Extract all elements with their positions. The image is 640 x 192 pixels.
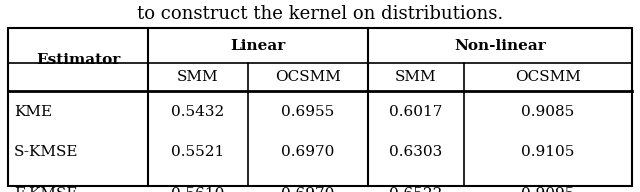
Text: 0.6955: 0.6955 xyxy=(282,104,335,118)
Text: 0.6970: 0.6970 xyxy=(282,146,335,160)
Text: 0.5521: 0.5521 xyxy=(172,146,225,160)
Text: 0.6303: 0.6303 xyxy=(389,146,443,160)
Text: Linear: Linear xyxy=(230,39,285,52)
Text: 0.5432: 0.5432 xyxy=(172,104,225,118)
Text: OCSMM: OCSMM xyxy=(515,70,581,84)
Text: KME: KME xyxy=(14,104,52,118)
Text: 0.6970: 0.6970 xyxy=(282,186,335,192)
Text: 0.6017: 0.6017 xyxy=(389,104,443,118)
Text: 0.9105: 0.9105 xyxy=(522,146,575,160)
Text: S-KMSE: S-KMSE xyxy=(14,146,79,160)
Text: 0.6522: 0.6522 xyxy=(389,186,443,192)
Bar xyxy=(8,28,632,186)
Text: Estimator: Estimator xyxy=(36,52,120,66)
Text: OCSMM: OCSMM xyxy=(275,70,341,84)
Text: SMM: SMM xyxy=(177,70,219,84)
Text: to construct the kernel on distributions.: to construct the kernel on distributions… xyxy=(137,5,503,23)
Text: Non-linear: Non-linear xyxy=(454,39,546,52)
Text: 0.9085: 0.9085 xyxy=(522,104,575,118)
Text: 0.9095: 0.9095 xyxy=(522,186,575,192)
Text: SMM: SMM xyxy=(395,70,437,84)
Text: F-KMSE: F-KMSE xyxy=(14,186,77,192)
Text: 0.5610: 0.5610 xyxy=(172,186,225,192)
